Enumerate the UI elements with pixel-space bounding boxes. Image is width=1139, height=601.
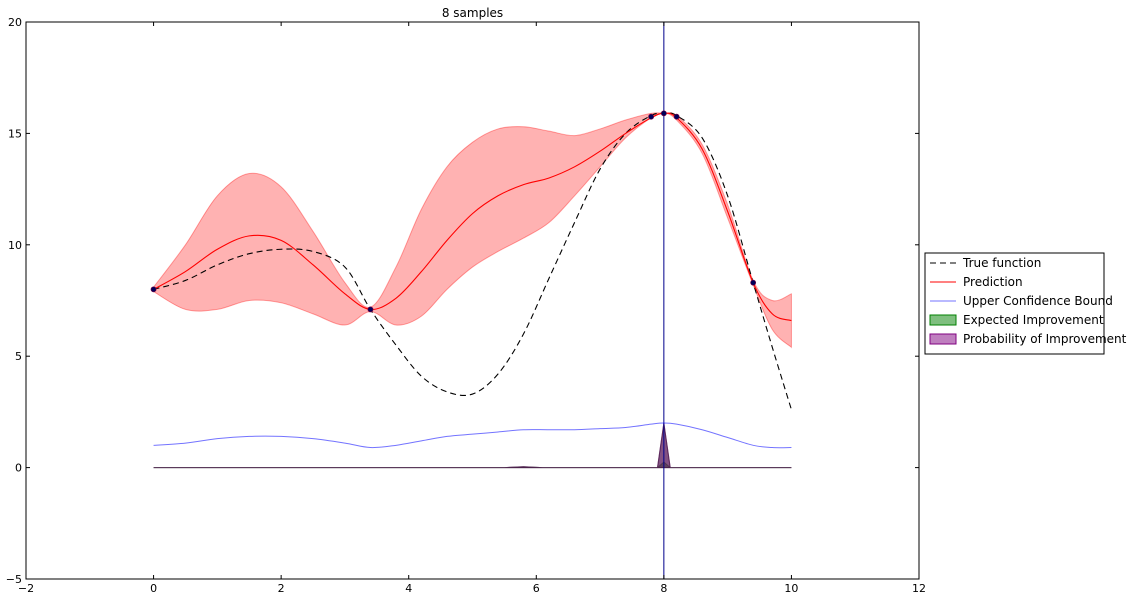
legend: True function Prediction Upper Confidence … (924, 252, 1127, 355)
plot-frame (25, 21, 920, 580)
sample-point (150, 286, 157, 293)
legend-label: Probability of Improvement (963, 332, 1127, 346)
sample-point (750, 279, 757, 286)
y-tick-label: 0 (15, 462, 22, 475)
axis-ticks: −2 0 2 4 6 8 10 12 −5 0 5 10 15 20 (6, 16, 926, 595)
x-tick-label: 0 (150, 582, 157, 595)
sample-point (673, 113, 680, 120)
legend-label: Expected Improvement (963, 313, 1104, 327)
chart-title: 8 samples (442, 6, 503, 20)
sample-point (367, 306, 374, 313)
x-tick-label: 12 (912, 582, 926, 595)
x-tick-label: −2 (18, 582, 34, 595)
legend-label: Upper Confidence Bound (963, 294, 1113, 308)
y-tick-label: 15 (8, 127, 22, 140)
x-tick-label: 8 (660, 582, 667, 595)
expected-improvement-area (153, 461, 792, 469)
y-tick-label: 20 (8, 16, 22, 29)
legend-label: True function (962, 256, 1041, 270)
ucb-line (153, 422, 792, 449)
x-tick-label: 2 (278, 582, 285, 595)
y-tick-label: 10 (8, 239, 22, 252)
improvement-fill-layer (153, 422, 792, 469)
true-function-line (153, 112, 792, 410)
x-tick-label: 6 (533, 582, 540, 595)
confidence-band-layer (153, 112, 792, 349)
legend-swatch (929, 314, 957, 326)
sample-point (660, 110, 667, 117)
y-tick-label: 5 (15, 350, 22, 363)
legend-swatch (929, 333, 957, 345)
sample-point-layer (150, 110, 757, 313)
x-tick-label: 10 (784, 582, 798, 595)
sample-point (648, 113, 654, 120)
prediction-line (153, 112, 792, 322)
x-tick-label: 4 (405, 582, 412, 595)
probability-of-improvement-overlay (153, 422, 792, 469)
y-tick-label: −5 (6, 573, 22, 586)
probability-of-improvement-area (153, 422, 792, 469)
legend-label: Prediction (963, 275, 1023, 289)
confidence-band (153, 112, 792, 349)
